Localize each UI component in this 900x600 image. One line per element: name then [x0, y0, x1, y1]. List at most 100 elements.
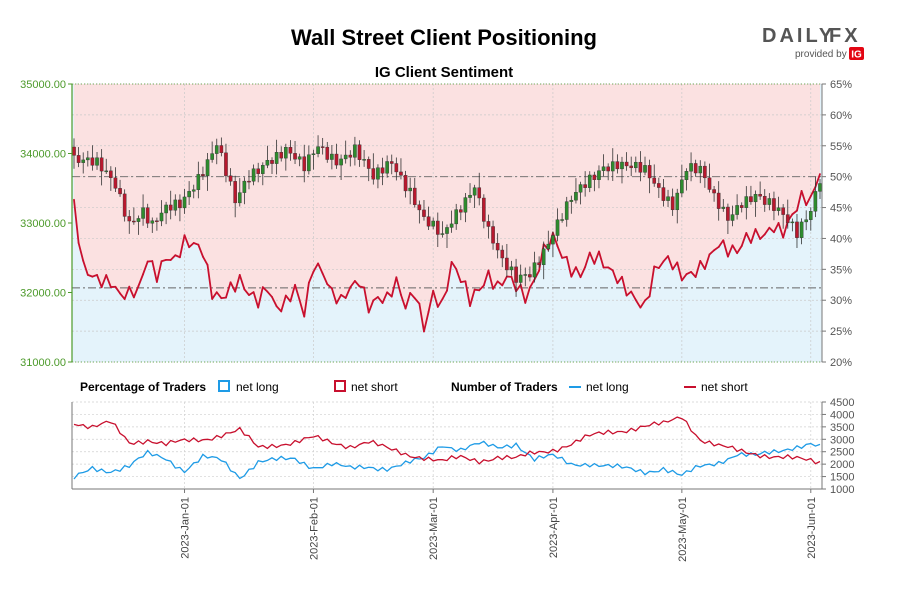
- candle-body: [81, 159, 86, 163]
- candle: [647, 159, 652, 194]
- sentiment-line-segment: [321, 272, 329, 286]
- candle: [459, 205, 463, 221]
- candle-body: [339, 158, 343, 166]
- candle-body: [403, 175, 408, 192]
- x-tick-label: 2023-Jun-01: [806, 497, 818, 559]
- candle: [680, 164, 684, 198]
- candle-body: [670, 196, 675, 211]
- candle: [178, 194, 182, 222]
- right-tick-label: 50%: [830, 172, 852, 184]
- candle-body: [509, 266, 514, 271]
- candle: [265, 145, 270, 169]
- sentiment-line-segment: [377, 296, 384, 304]
- right-tick-label: 60%: [830, 110, 852, 122]
- sentiment-line-segment: [515, 283, 522, 293]
- sentiment-line-segment: [676, 261, 683, 282]
- right-tick-label: 20%: [830, 357, 852, 369]
- candle: [150, 217, 155, 233]
- candle-body: [569, 199, 574, 202]
- candle-body: [178, 199, 182, 209]
- candle-body: [716, 192, 721, 209]
- candle: [104, 158, 109, 174]
- candle: [422, 199, 426, 221]
- candle: [785, 199, 790, 229]
- sentiment-line-segment: [662, 255, 669, 263]
- candle: [808, 207, 813, 231]
- candle: [463, 192, 468, 223]
- sentiment-line-segment: [579, 266, 587, 279]
- candle: [127, 210, 132, 234]
- candle-body: [615, 161, 620, 170]
- candle: [376, 164, 380, 189]
- candle-body: [247, 180, 251, 183]
- candle: [426, 206, 431, 231]
- sentiment-line-segment: [690, 271, 697, 278]
- sentiment-line-segment: [621, 275, 628, 297]
- sentiment-line-segment: [114, 285, 121, 295]
- candle: [164, 201, 168, 225]
- candle-body: [412, 187, 417, 205]
- legend-percentage-label: Percentage of Traders: [80, 380, 206, 394]
- sentiment-line-segment: [252, 291, 260, 309]
- candle-body: [574, 192, 578, 201]
- sentiment-line-segment: [363, 286, 370, 314]
- x-tick-label: 2023-Apr-01: [548, 497, 560, 558]
- candle: [330, 145, 334, 170]
- candle: [366, 156, 371, 182]
- candle: [592, 171, 597, 192]
- candle: [578, 181, 583, 205]
- candle: [339, 154, 343, 180]
- candle-body: [551, 235, 555, 245]
- left-tick-label: 34000.00: [20, 149, 66, 161]
- sentiment-line-segment: [234, 274, 241, 293]
- candle: [237, 178, 242, 207]
- candle: [284, 143, 288, 171]
- legend-pct-short-swatch: [334, 380, 346, 392]
- sentiment-line-segment: [699, 259, 706, 270]
- sentiment-line-segment: [657, 260, 665, 269]
- candle-body: [155, 220, 159, 222]
- candle: [293, 140, 297, 165]
- sentiment-line-segment: [96, 274, 103, 289]
- candle-body: [348, 154, 353, 158]
- candle-body: [431, 220, 435, 227]
- candle-body: [620, 161, 624, 170]
- sentiment-line-segment: [307, 270, 315, 284]
- sentiment-line-segment: [731, 244, 739, 255]
- sentiment-line-segment: [202, 255, 209, 266]
- candle-body: [136, 218, 141, 222]
- candle-body: [693, 163, 698, 174]
- sentiment-line-segment: [335, 294, 342, 305]
- candle-body: [472, 187, 477, 196]
- lower-right-tick-label: 4000: [830, 409, 854, 421]
- candle-body: [689, 163, 693, 172]
- sentiment-line-segment: [271, 296, 278, 308]
- sentiment-line-segment: [639, 299, 646, 309]
- candle: [233, 175, 237, 218]
- right-tick-label: 25%: [830, 326, 852, 338]
- candle: [445, 224, 449, 248]
- sentiment-line-segment: [750, 228, 757, 244]
- candle-body: [500, 249, 505, 259]
- candle-body: [389, 161, 394, 164]
- sentiment-line-segment: [533, 269, 540, 281]
- chart-subtitle: IG Client Sentiment: [375, 64, 513, 81]
- sentiment-line-segment: [625, 290, 633, 297]
- candle-body: [634, 161, 638, 169]
- candle: [316, 135, 320, 158]
- date-axis: 2023-Jan-01 2023-Feb-01 2023-Mar-01 2023-Ap…: [180, 489, 818, 562]
- candle: [477, 172, 482, 206]
- candle-body: [173, 199, 178, 211]
- candle: [210, 141, 214, 163]
- candle: [495, 233, 500, 259]
- ig-logo-text: IG: [851, 50, 862, 61]
- candle: [730, 205, 735, 227]
- candle-body: [495, 242, 500, 251]
- sentiment-line-segment: [395, 276, 402, 296]
- sentiment-line-segment: [611, 269, 619, 285]
- candle-body: [739, 205, 744, 208]
- candle: [201, 166, 205, 181]
- candle: [795, 213, 799, 248]
- lower-right-tick-label: 4500: [830, 397, 854, 409]
- right-tick-label: 30%: [830, 295, 852, 307]
